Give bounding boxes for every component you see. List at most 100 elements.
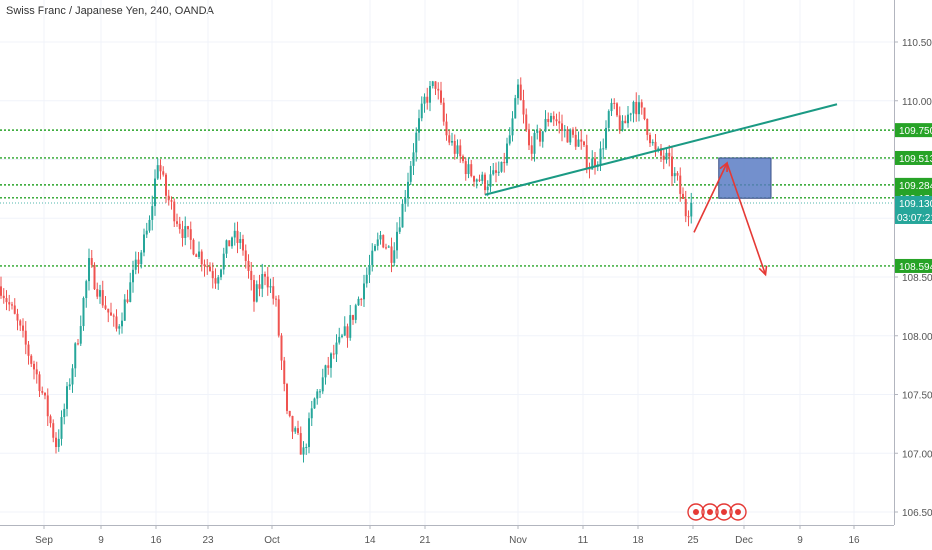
candle-body (459, 145, 462, 157)
time-tick-label: Nov (509, 535, 527, 546)
candle-body (624, 120, 627, 124)
candle-body (440, 90, 442, 103)
candle-body (46, 395, 49, 417)
candle-body (511, 118, 514, 136)
candle-body (137, 259, 140, 265)
candle-body (228, 240, 231, 247)
time-tick-label: 9 (98, 535, 104, 546)
candle-body (159, 165, 162, 172)
candle-body (566, 129, 569, 143)
level-price-tag-label: 109.284 (899, 181, 932, 192)
candle-body (434, 81, 437, 89)
time-tick-label: 25 (687, 535, 699, 546)
candle-body (552, 115, 555, 120)
projection-arrow-line[interactable] (726, 162, 767, 275)
candle-body (115, 316, 118, 329)
candle-body (247, 260, 250, 271)
projection-arrow-line[interactable] (693, 162, 728, 233)
candle-body (607, 111, 610, 128)
candle-body (610, 102, 613, 112)
candle-body (332, 353, 335, 355)
candle-body (404, 197, 407, 204)
time-tick-label: 18 (632, 535, 644, 546)
last-price-tag-label: 109.130 (899, 199, 932, 210)
candle-body (187, 226, 189, 230)
candle-body (517, 84, 519, 99)
time-tick-label: Oct (264, 535, 280, 546)
candle-body (239, 239, 242, 243)
candle-body (288, 410, 291, 416)
candle-body (93, 264, 96, 290)
candle-body (662, 155, 665, 160)
candle-body (211, 271, 214, 279)
candle-body (299, 433, 302, 455)
level-price-tag-label: 109.750 (899, 126, 932, 137)
candle-body (382, 235, 385, 248)
candle-body (286, 384, 288, 411)
price-tick-label: 107.000 (902, 449, 932, 460)
candle-body (657, 148, 660, 150)
candle-body (27, 344, 30, 356)
candle-body (236, 230, 239, 243)
candle-body (41, 391, 44, 393)
candle-body (321, 377, 324, 392)
candle-body (266, 276, 269, 288)
candle-body (429, 85, 431, 103)
candle-body (74, 343, 77, 369)
candle-body (198, 251, 200, 257)
candle-body (192, 239, 195, 255)
candle-body (283, 360, 286, 385)
candle-body (0, 286, 2, 296)
candle-body (123, 299, 126, 321)
candle-body (231, 237, 233, 247)
candle-body (145, 230, 148, 235)
drawing-tools (484, 103, 838, 277)
candle-body (398, 227, 401, 232)
candle-body (319, 391, 321, 393)
candle-body (272, 286, 275, 299)
candle-body (5, 298, 8, 303)
candle-body (360, 298, 363, 300)
candle-body (462, 156, 464, 162)
candle-body (110, 312, 112, 316)
projection-arrow-head (758, 265, 768, 277)
candle-body (354, 305, 357, 320)
candle-body (486, 186, 489, 191)
candle-body (52, 423, 55, 438)
time-tick-label: 9 (797, 535, 803, 546)
candle-body (173, 201, 176, 222)
candle-body (484, 174, 486, 191)
candle-body (126, 299, 129, 302)
candle-body (220, 269, 222, 278)
candle-body (305, 447, 308, 449)
candle-body (591, 158, 594, 170)
candle-body (82, 298, 85, 327)
candle-body (310, 408, 313, 419)
candle-body (55, 437, 57, 447)
candle-body (203, 264, 206, 267)
trendline[interactable] (484, 103, 838, 196)
candle-body (13, 305, 16, 314)
candle-body (506, 143, 508, 164)
candle-body (324, 365, 327, 378)
candle-body (308, 418, 310, 448)
candle-body (668, 152, 671, 157)
candle-body (88, 258, 90, 282)
candle-body (431, 81, 434, 86)
candle-body (151, 206, 154, 220)
candle-body (514, 98, 517, 119)
candle-body (665, 152, 668, 160)
candle-body (453, 140, 456, 154)
candle-body (580, 139, 583, 142)
candle-body (170, 200, 173, 202)
candle-body (96, 289, 99, 297)
candle-body (522, 100, 525, 115)
candle-body (225, 240, 228, 254)
candle-body (275, 298, 277, 300)
candle-body (178, 223, 181, 230)
candle-body (341, 335, 343, 337)
candle-body (426, 96, 429, 103)
candle-body (632, 101, 635, 114)
level-price-tag-label: 109.513 (899, 154, 932, 165)
